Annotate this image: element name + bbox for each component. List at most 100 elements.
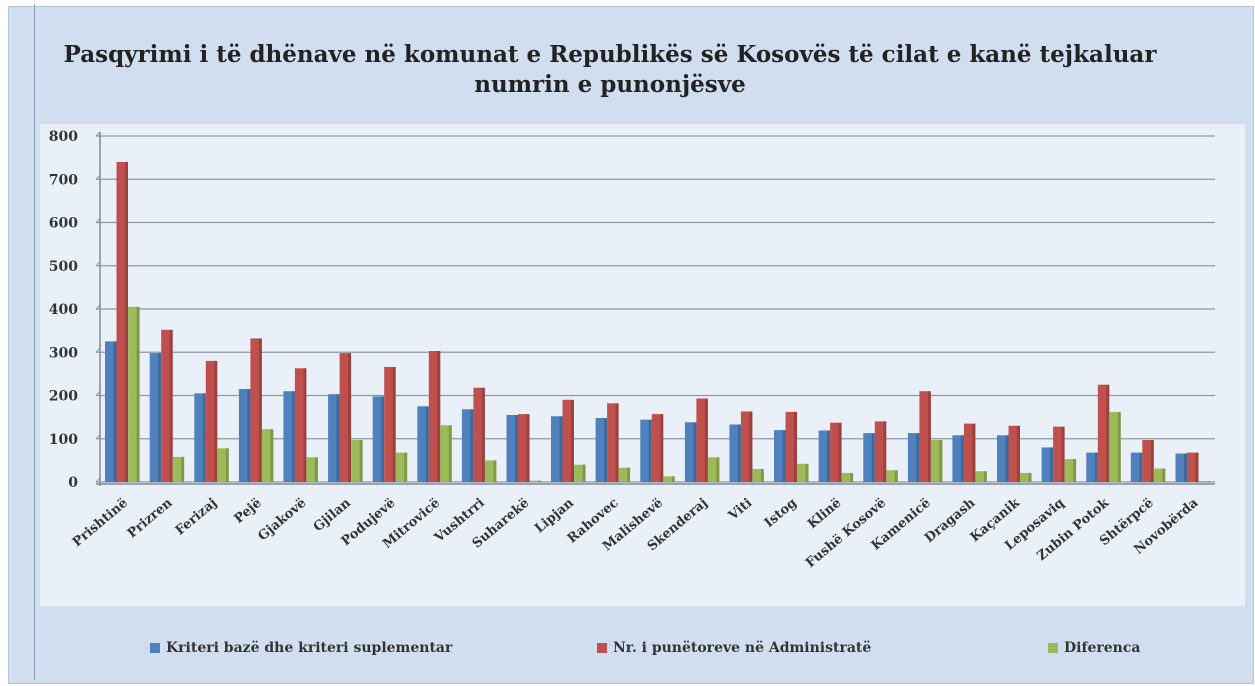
x-tick-label: Gjakovë	[255, 496, 309, 545]
bar	[1130, 452, 1143, 482]
bar-shade	[916, 433, 920, 482]
bar-shade	[448, 425, 452, 482]
bar	[930, 440, 943, 482]
bar-shade	[582, 464, 586, 482]
bar-shade	[871, 433, 875, 482]
bar-shade	[838, 422, 842, 482]
bar-shade	[481, 387, 485, 482]
bar-shade	[749, 411, 753, 482]
outer-border-line	[34, 4, 35, 680]
bar-shade	[737, 424, 741, 482]
legend-label-series-1: Kriteri bazë dhe kriteri suplementar	[166, 640, 453, 656]
bar	[640, 419, 652, 482]
bar	[473, 387, 485, 482]
bar	[1041, 447, 1054, 482]
grid-layer	[95, 131, 1215, 483]
bar	[1198, 481, 1210, 482]
bar	[963, 423, 976, 482]
bar	[128, 306, 140, 482]
bar	[785, 411, 797, 482]
bar-shade	[1106, 384, 1110, 482]
bar	[116, 161, 128, 482]
legend-item-series-2: Nr. i punëtoreve në Administratë	[597, 640, 871, 656]
bar	[774, 430, 786, 482]
legend-swatch-series-3	[1048, 643, 1058, 653]
bar-shade	[782, 430, 786, 482]
bar	[518, 414, 530, 482]
bar	[1008, 425, 1020, 482]
bar-shade	[1073, 459, 1077, 482]
bar	[1142, 440, 1154, 482]
bar-shade	[927, 391, 931, 482]
bar-shade	[805, 463, 809, 482]
bar-shade	[850, 472, 854, 482]
bar-shade	[538, 480, 541, 482]
bar	[428, 351, 441, 482]
bar	[105, 341, 117, 482]
bar	[238, 389, 251, 482]
bar	[607, 403, 619, 482]
bar	[328, 394, 340, 482]
bar-shade	[648, 419, 652, 482]
bar-shade	[359, 440, 363, 482]
bar-shade	[437, 351, 441, 482]
bar-shade	[314, 457, 318, 482]
bar	[417, 406, 429, 482]
x-tick-label: Prishtinë	[70, 496, 131, 551]
bar	[1187, 452, 1199, 482]
x-tick-label: Viti	[725, 496, 755, 525]
bar-shade	[939, 440, 943, 482]
bar	[707, 457, 720, 482]
bar	[351, 440, 363, 482]
bar-shade	[983, 471, 987, 482]
x-tick-label: Fushë Kosovë	[803, 496, 889, 571]
bar-shade	[526, 414, 530, 482]
bar-shade	[493, 460, 497, 482]
bar-shade	[559, 416, 563, 482]
bar	[1086, 452, 1098, 482]
bar	[172, 456, 185, 482]
bar-shade	[258, 338, 262, 482]
bar-shade	[627, 467, 631, 482]
axis-layer	[96, 132, 1215, 486]
bar	[618, 467, 631, 482]
bar-shade	[169, 329, 173, 482]
bar-shade	[303, 368, 307, 482]
bar	[1064, 459, 1077, 482]
bar	[294, 368, 307, 482]
bar	[874, 421, 887, 482]
x-tick-label: Pejë	[232, 496, 265, 527]
bar-shade	[125, 161, 129, 482]
bar	[1097, 384, 1110, 482]
bar-shade	[671, 476, 675, 482]
bar	[261, 429, 274, 482]
bar-shade	[615, 403, 619, 482]
bar	[529, 480, 541, 482]
bar-shade	[113, 341, 117, 482]
bar-shade	[760, 469, 764, 482]
bar-shade	[291, 391, 295, 482]
legend-swatch-series-2	[597, 643, 607, 653]
bar	[663, 476, 675, 482]
bar-shade	[1117, 411, 1121, 482]
legend-swatch-series-1	[150, 643, 160, 653]
bar	[919, 391, 931, 482]
bar	[797, 463, 809, 482]
bar	[651, 414, 664, 482]
bar-shade	[336, 394, 340, 482]
bar	[975, 471, 987, 482]
bar-shade	[571, 399, 574, 482]
bar-shade	[1139, 452, 1143, 482]
bar-shade	[225, 448, 229, 482]
bar-shade	[1195, 452, 1199, 482]
bar	[395, 452, 408, 482]
bar	[841, 472, 854, 482]
bar	[952, 435, 964, 482]
bar-shade	[214, 360, 218, 482]
bar	[1020, 472, 1032, 482]
bar-shade	[470, 409, 474, 482]
bar	[1109, 411, 1121, 482]
bar-shade	[960, 435, 964, 482]
y-tick-label: 500	[49, 259, 78, 275]
